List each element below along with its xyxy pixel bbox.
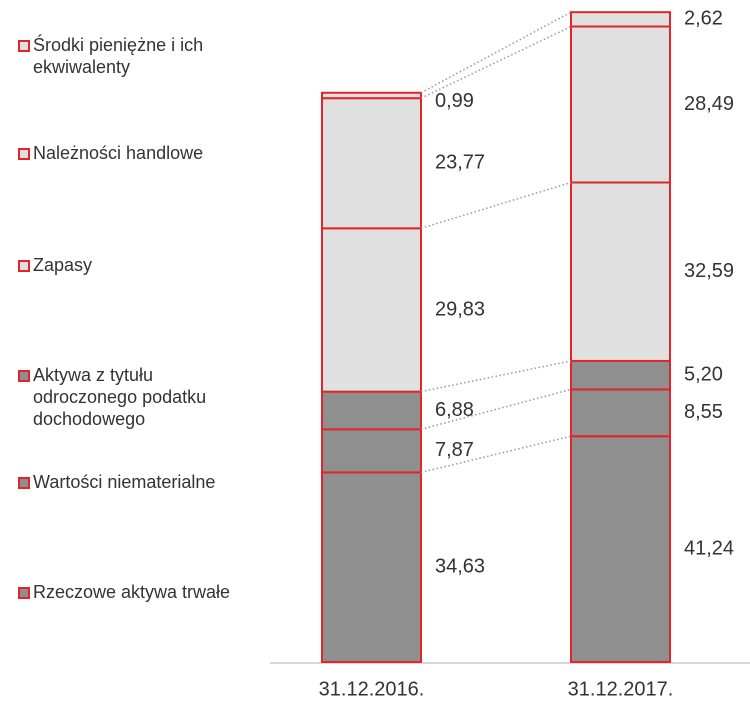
bar-segment <box>321 471 422 663</box>
value-label: 41,24 <box>684 537 734 559</box>
legend-swatch <box>18 477 30 489</box>
legend-item: Zapasy <box>18 254 268 276</box>
legend-item: Wartości niematerialne <box>18 471 268 493</box>
legend-item: Aktywa z tytułu odroczonego podatku doch… <box>18 364 248 430</box>
value-label: 34,63 <box>435 555 485 577</box>
bar-segment <box>570 435 671 663</box>
connector <box>420 11 572 94</box>
legend-item: Środki pieniężne i ich ekwiwalenty <box>18 34 248 78</box>
bar-segment <box>570 388 671 438</box>
bar-segment <box>570 359 671 391</box>
legend-label: Wartości niematerialne <box>33 472 216 492</box>
bar-segment <box>321 390 422 431</box>
legend-swatch <box>18 587 30 599</box>
connector <box>420 181 572 230</box>
bar-segment <box>321 91 422 100</box>
connector <box>420 388 572 431</box>
legend-swatch <box>18 370 30 382</box>
connector <box>420 25 572 99</box>
bar-segment <box>570 11 671 28</box>
legend-swatch <box>18 260 30 272</box>
value-label: 29,83 <box>435 298 485 320</box>
legend-label: Należności handlowe <box>33 143 204 163</box>
value-label: 0,99 <box>435 90 474 112</box>
bar-segment <box>321 97 422 230</box>
value-label: 8,55 <box>684 401 723 423</box>
legend-label: Zapasy <box>33 255 93 275</box>
legend-label: Rzeczowe aktywa trwałe <box>33 582 231 602</box>
value-label: 23,77 <box>435 152 485 174</box>
bar-segment <box>321 428 422 474</box>
x-tick-label: 31.12.2017. <box>568 678 674 700</box>
value-label: 2,62 <box>684 8 723 30</box>
value-label: 7,87 <box>435 439 474 461</box>
bar-segment <box>570 25 671 184</box>
bar-segment <box>321 227 422 393</box>
legend-item: Należności handlowe <box>18 142 268 164</box>
legend-swatch <box>18 148 30 160</box>
legend-item: Rzeczowe aktywa trwałe <box>18 581 268 603</box>
value-label: 32,59 <box>684 260 734 282</box>
x-tick-label: 31.12.2016. <box>319 678 425 700</box>
value-label: 28,49 <box>684 93 734 115</box>
value-label: 6,88 <box>435 399 474 421</box>
bar-segment <box>570 181 671 362</box>
connector <box>420 435 572 474</box>
value-label: 5,20 <box>684 363 723 385</box>
legend-label: Środki pieniężne i ich ekwiwalenty <box>33 35 204 77</box>
connector <box>420 360 572 393</box>
legend-label: Aktywa z tytułu odroczonego podatku doch… <box>33 365 207 429</box>
legend-swatch <box>18 40 30 52</box>
